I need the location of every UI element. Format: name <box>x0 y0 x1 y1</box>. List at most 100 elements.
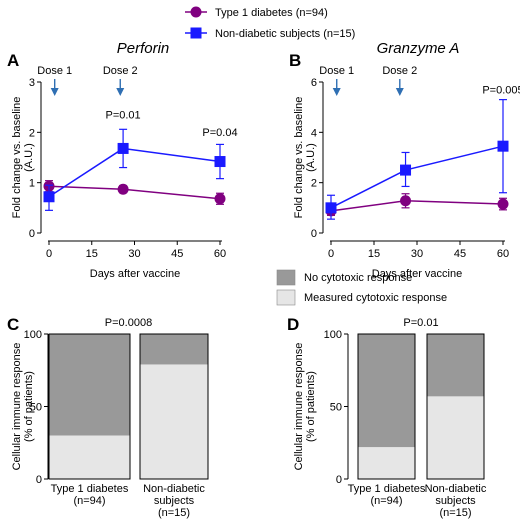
data-point <box>497 198 509 210</box>
category-label: (n=15) <box>158 507 190 519</box>
dose-arrow-head <box>116 88 125 96</box>
bar-outline <box>139 333 209 480</box>
data-point <box>117 142 129 154</box>
x-tick-label: 45 <box>454 248 466 260</box>
category-label: (n=15) <box>439 507 471 519</box>
legend-marker-circle <box>190 6 202 18</box>
series-line <box>330 145 504 209</box>
bar-segment <box>358 334 415 448</box>
y-tick-label: 50 <box>330 402 342 414</box>
y-axis-label: (% of patients) <box>305 371 317 442</box>
panel-letter: C <box>7 315 19 334</box>
x-tick-label: 0 <box>46 248 52 260</box>
category-label: Non-diabetic <box>143 483 205 495</box>
legend-marker-square <box>190 27 202 39</box>
panel-letter: D <box>287 315 299 334</box>
p-value-annotation: P=0.005 <box>482 84 520 96</box>
x-tick-label: 60 <box>214 248 226 260</box>
legend-label: Measured cytotoxic response <box>304 292 447 304</box>
x-axis-label: Days after vaccine <box>90 268 180 280</box>
series-line <box>48 185 221 200</box>
data-point <box>117 183 129 195</box>
bar-segment <box>427 396 484 479</box>
x-tick-label: 30 <box>411 248 423 260</box>
panel-letter: A <box>7 51 19 70</box>
series-line <box>330 200 504 212</box>
chart-title: Granzyme A <box>377 40 460 57</box>
category-label: Type 1 diabetes <box>348 483 426 495</box>
y-tick-label: 1 <box>29 178 35 190</box>
bar-segment <box>427 334 484 397</box>
legend-label: Non-diabetic subjects (n=15) <box>215 28 355 40</box>
x-axis-label: Days after vaccine <box>372 268 462 280</box>
data-point <box>497 140 509 152</box>
p-value-annotation: P=0.0008 <box>105 317 152 329</box>
bar-segment <box>358 447 415 479</box>
chart-title: Perforin <box>117 40 170 57</box>
data-point <box>214 156 226 168</box>
legend-label: No cytotoxic response <box>304 272 412 284</box>
x-tick-label: 45 <box>171 248 183 260</box>
x-tick-label: 30 <box>128 248 140 260</box>
p-value-annotation: P=0.01 <box>403 317 438 329</box>
category-label: Non-diabetic <box>425 483 487 495</box>
bar-segment <box>49 435 130 479</box>
series-line <box>48 147 221 198</box>
dose-arrow-head <box>332 88 341 96</box>
panel-letter: B <box>289 51 301 70</box>
bar-segment <box>140 364 208 479</box>
y-tick-label: 3 <box>29 77 35 89</box>
dose-label: Dose 2 <box>382 65 417 77</box>
category-label: subjects <box>154 495 195 507</box>
dose-arrow-head <box>50 88 59 96</box>
y-axis-label: Fold change vs. baseline <box>293 97 305 219</box>
category-label: subjects <box>435 495 476 507</box>
dose-label: Dose 2 <box>103 65 138 77</box>
bar-segment <box>140 334 208 365</box>
legend-label: Type 1 diabetes (n=94) <box>215 7 328 19</box>
y-axis-label: (A.U.) <box>23 143 35 172</box>
data-point <box>325 202 337 214</box>
category-label: (n=94) <box>73 495 105 507</box>
bar-outline <box>48 333 131 480</box>
p-value-annotation: P=0.01 <box>106 110 141 122</box>
p-value-annotation: P=0.04 <box>202 127 237 139</box>
y-tick-label: 0 <box>29 228 35 240</box>
category-label: (n=94) <box>370 495 402 507</box>
y-axis-label: Cellular immune response <box>293 343 305 471</box>
y-axis-label: Cellular immune response <box>11 343 23 471</box>
y-tick-label: 2 <box>29 127 35 139</box>
dose-label: Dose 1 <box>319 65 354 77</box>
y-tick-label: 100 <box>324 329 342 341</box>
x-tick-label: 60 <box>497 248 509 260</box>
y-tick-label: 0 <box>36 474 42 486</box>
y-tick-label: 4 <box>311 127 317 139</box>
category-label: Type 1 diabetes <box>51 483 129 495</box>
dose-arrow-head <box>395 88 404 96</box>
y-axis-label: (A.U.) <box>305 143 317 172</box>
dose-label: Dose 1 <box>37 65 72 77</box>
bar-segment <box>49 334 130 436</box>
bar-outline <box>426 333 485 480</box>
data-point <box>43 191 55 203</box>
y-axis-label: Fold change vs. baseline <box>11 97 23 219</box>
y-tick-label: 0 <box>336 474 342 486</box>
y-tick-label: 6 <box>311 77 317 89</box>
data-point <box>400 195 412 207</box>
bar-outline <box>357 333 416 480</box>
x-tick-label: 15 <box>86 248 98 260</box>
y-tick-label: 50 <box>30 402 42 414</box>
legend-swatch <box>276 289 296 306</box>
legend-swatch <box>276 269 296 286</box>
y-axis-label: (% of patients) <box>23 371 35 442</box>
x-tick-label: 15 <box>368 248 380 260</box>
data-point <box>400 164 412 176</box>
chart-panel-d: D 0 50 100 Cellular immune response (% of pat… <box>287 315 487 519</box>
y-tick-label: 2 <box>311 178 317 190</box>
y-tick-label: 0 <box>311 228 317 240</box>
y-tick-label: 100 <box>24 329 42 341</box>
